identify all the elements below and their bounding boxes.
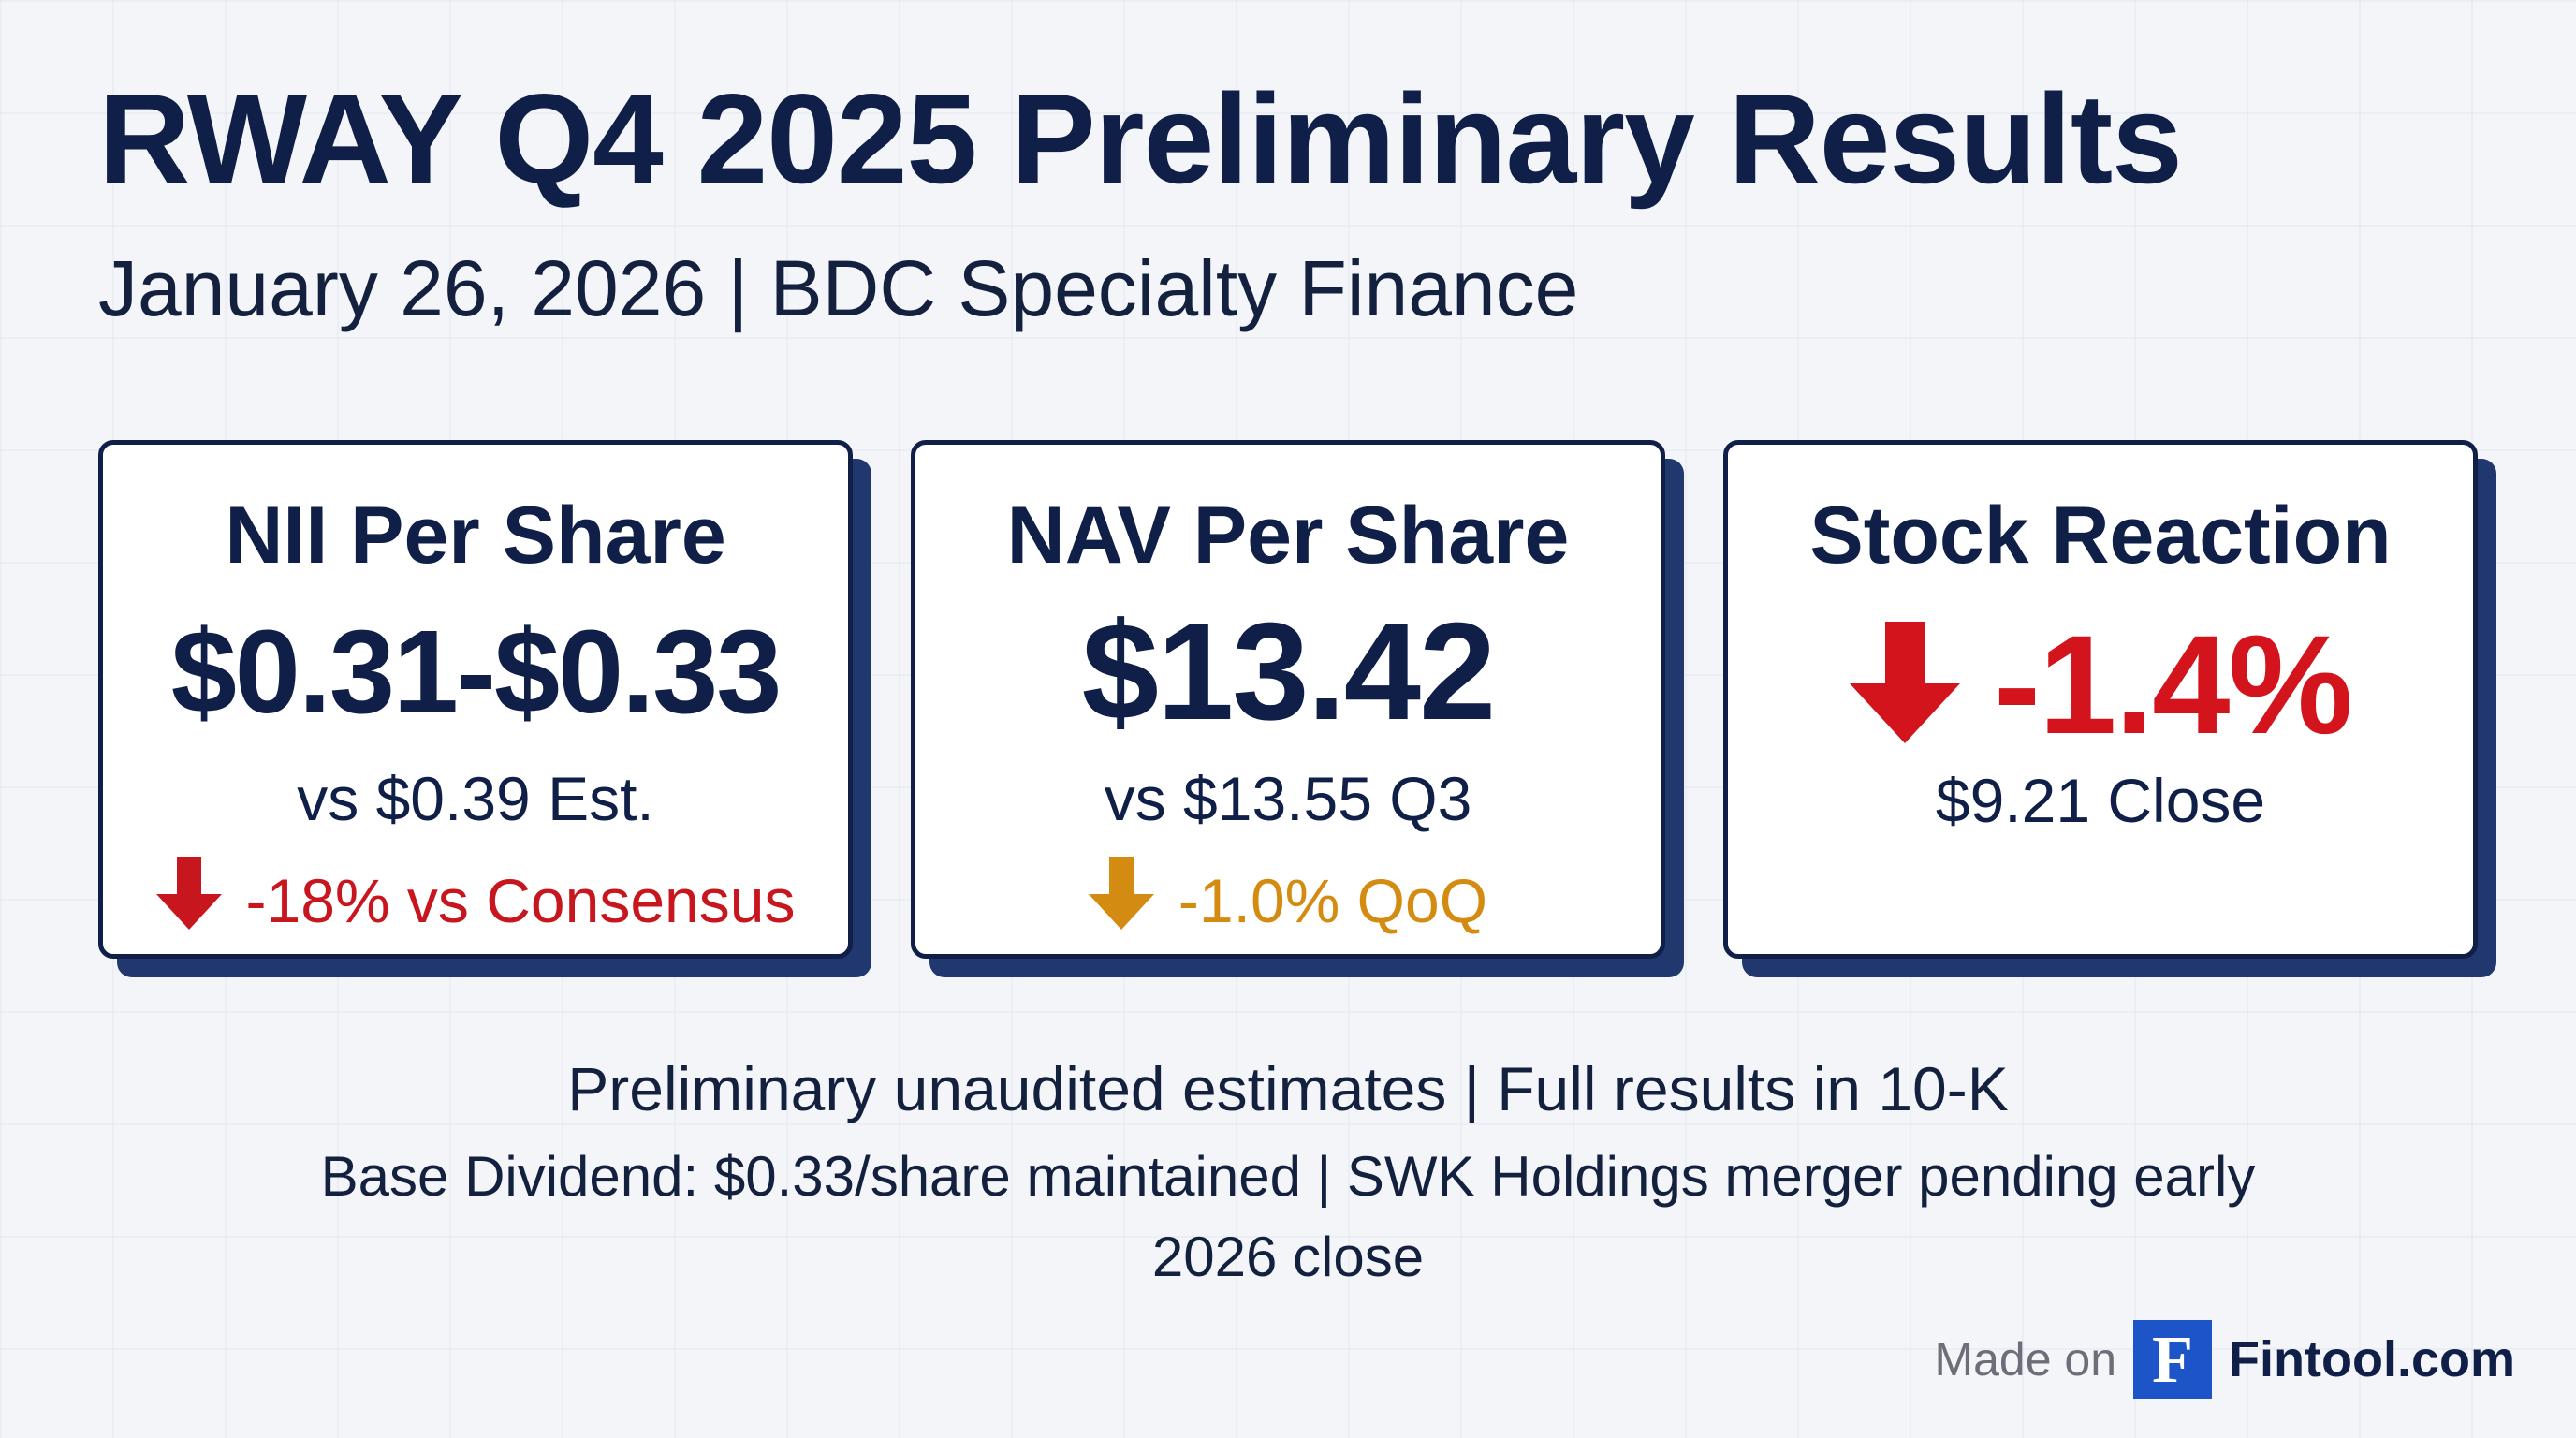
stock-change-value: -1.4% <box>1994 606 2353 763</box>
stock-change-row: -1.4% <box>1728 604 2473 766</box>
card-delta-text: -18% vs Consensus <box>245 865 796 935</box>
arrow-down-icon <box>155 857 222 944</box>
footer-note-3: 2026 close <box>1151 1225 1425 1288</box>
card-body: NII Per Share $0.31-$0.33 vs $0.39 Est. … <box>98 440 853 959</box>
fintool-logo-icon: F <box>2133 1320 2213 1399</box>
card-body: Stock Reaction -1.4% $9.21 Close <box>1723 440 2478 959</box>
card-stock-reaction: Stock Reaction -1.4% $9.21 Close <box>1723 440 2496 977</box>
card-compare: vs $0.39 Est. <box>297 764 654 833</box>
card-body: NAV Per Share $13.42 vs $13.55 Q3 -1.0% … <box>911 440 1665 959</box>
stock-close-price: $9.21 Close <box>1935 766 2266 835</box>
card-nii-per-share: NII Per Share $0.31-$0.33 vs $0.39 Est. … <box>98 440 871 977</box>
brand-made-on: Made on <box>1934 1333 2117 1386</box>
page-subtitle: January 26, 2026 | BDC Specialty Finance <box>98 244 1579 332</box>
page-title: RWAY Q4 2025 Preliminary Results <box>98 67 2183 210</box>
arrow-down-icon <box>1850 622 1961 748</box>
brand-name[interactable]: Fintool.com <box>2229 1331 2515 1387</box>
card-label: NII Per Share <box>225 491 726 580</box>
card-label: NAV Per Share <box>1006 491 1570 580</box>
card-compare: vs $13.55 Q3 <box>1104 764 1472 833</box>
card-value: $0.31-$0.33 <box>170 606 783 738</box>
brand-badge[interactable]: Made on F Fintool.com <box>1934 1318 2515 1401</box>
card-delta: -1.0% QoQ <box>915 857 1661 944</box>
card-value: $13.42 <box>1081 594 1497 749</box>
card-label: Stock Reaction <box>1809 491 2392 580</box>
footer-note-1: Preliminary unaudited estimates | Full r… <box>567 1054 2009 1123</box>
card-nav-per-share: NAV Per Share $13.42 vs $13.55 Q3 -1.0% … <box>911 440 1684 977</box>
card-delta: -18% vs Consensus <box>103 857 848 944</box>
arrow-down-icon <box>1088 857 1154 944</box>
footer-note-2: Base Dividend: $0.33/share maintained | … <box>320 1145 2256 1208</box>
card-delta-text: -1.0% QoQ <box>1178 865 1488 935</box>
